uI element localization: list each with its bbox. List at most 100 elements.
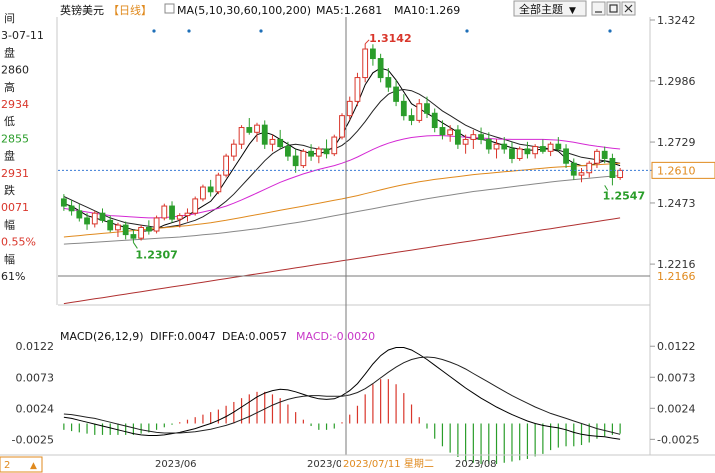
candle-body [532, 146, 539, 155]
candle-body [308, 150, 314, 157]
candle-body [586, 162, 593, 174]
current-price-label: 1.2610 [657, 164, 696, 177]
candle-body [292, 155, 299, 167]
chart-header: 英镑美元 【日线】 MA(5,10,30,60,100,200) MA5:1.2… [60, 0, 636, 17]
candle-body [431, 112, 438, 129]
candle-body [400, 100, 407, 117]
candle-body [485, 138, 492, 150]
candle-body [509, 148, 515, 159]
candle-body [524, 148, 531, 155]
maximize-icon[interactable] [606, 1, 621, 16]
price-tick-label: 1.2216 [657, 258, 696, 271]
candle-body [555, 143, 562, 150]
info-label: 跌 [4, 183, 15, 197]
candle-body [408, 115, 415, 121]
ma-checkbox[interactable] [164, 3, 175, 14]
candle-body [200, 186, 206, 200]
candle-body [277, 138, 284, 148]
candle-body [68, 205, 75, 212]
candle-body [447, 129, 454, 136]
left-marker-arrow: ▲ [30, 461, 37, 471]
candle-body [346, 100, 353, 117]
candle-body [594, 150, 600, 164]
candle-body [230, 143, 237, 157]
dot-markers [152, 29, 612, 33]
macd-dea-value: DEA:0.0057 [222, 330, 287, 343]
ma10-line [63, 88, 621, 228]
macd-diff-value: DIFF:0.0047 [150, 330, 216, 343]
candle-body [223, 155, 230, 176]
candle-body [107, 219, 114, 231]
ma-params-label: MA(5,10,30,60,100,200) [177, 4, 311, 17]
ma200-line [63, 217, 621, 305]
ref-price-box [652, 268, 715, 284]
info-value: 2934 [1, 98, 29, 111]
candle-body [60, 198, 67, 207]
candle-body [609, 157, 616, 179]
candle-body [246, 127, 253, 133]
candle-body [354, 77, 361, 102]
annotation-high-pointer [364, 39, 370, 45]
macd-tick-label: 0.0024 [657, 402, 696, 415]
price-axis: 1.3242 1.2986 1.2729 1.2473 1.2216 1.2610 1.21… [650, 14, 715, 284]
price-tick-label: 1.2986 [657, 75, 696, 88]
candle-body [238, 127, 245, 145]
candle-body [339, 115, 345, 138]
price-tick-label: 1.2729 [657, 136, 696, 149]
price-tick-label: 1.2473 [657, 197, 696, 210]
candle-body [176, 215, 183, 220]
candle-body [153, 217, 160, 232]
candle-body [578, 172, 585, 176]
candle-body [207, 186, 214, 193]
symbol-label: 英镑美元 [60, 3, 104, 17]
candle-body [547, 143, 554, 152]
minimize-icon[interactable] [591, 1, 606, 16]
candle-body [454, 129, 461, 145]
macd-left-tick-label: 0.0122 [16, 340, 55, 353]
candle-body [617, 169, 624, 179]
svg-text:2: 2 [4, 460, 10, 471]
info-value: 3-07-11 [1, 29, 44, 42]
macd-left-tick-label: -0.0025 [12, 433, 54, 446]
candle-body [161, 205, 168, 219]
candle-body [84, 217, 90, 225]
candle-body [516, 148, 523, 159]
candle-body [254, 124, 260, 133]
candle-body [370, 48, 376, 60]
annotation-low: 1.2307 [135, 248, 177, 261]
candle-body [115, 224, 121, 231]
candle-body [362, 48, 369, 79]
x-label-june: 2023/06 [155, 459, 197, 470]
candle-body [601, 150, 608, 159]
candle-body [315, 148, 322, 157]
candle-body [99, 212, 106, 221]
annotation-low-pointer [132, 242, 138, 249]
theme-dropdown[interactable]: 全部主题 ▼ [513, 0, 587, 17]
candle-body [462, 138, 469, 145]
macd-tick-label: -0.0025 [657, 433, 699, 446]
macd-left-marker: 2 ▲ [0, 456, 43, 473]
cursor-date-box [341, 457, 459, 470]
candle-body [501, 143, 508, 150]
candle-body [377, 58, 384, 79]
x-label-july: 2023/0 [307, 459, 342, 470]
ma10-value: MA10:1.269 [394, 4, 460, 17]
macd-dea-line [63, 356, 621, 435]
macd-diff-line [63, 347, 621, 440]
info-value: 2931 [1, 167, 29, 180]
candle-body [122, 224, 129, 236]
candle-body [424, 103, 430, 114]
macd-axis: 0.0122 0.0073 0.0024 -0.0025 [650, 340, 699, 446]
candle-body [269, 138, 276, 145]
candle-body [539, 146, 546, 152]
x-axis: 2023/06 2023/0 2023/07/11 星期二 2023/08 [0, 454, 715, 470]
theme-dropdown-label: 全部主题 [519, 2, 563, 16]
info-value: 0.55% [1, 236, 36, 249]
candle-body [493, 143, 500, 150]
candle-body [300, 150, 307, 167]
macd-panel: MACD(26,12,9) DIFF:0.0047 DEA:0.0057 MAC… [60, 330, 621, 465]
candle-body [470, 134, 477, 140]
period-label[interactable]: 【日线】 [108, 3, 152, 17]
candle-body [331, 136, 338, 155]
